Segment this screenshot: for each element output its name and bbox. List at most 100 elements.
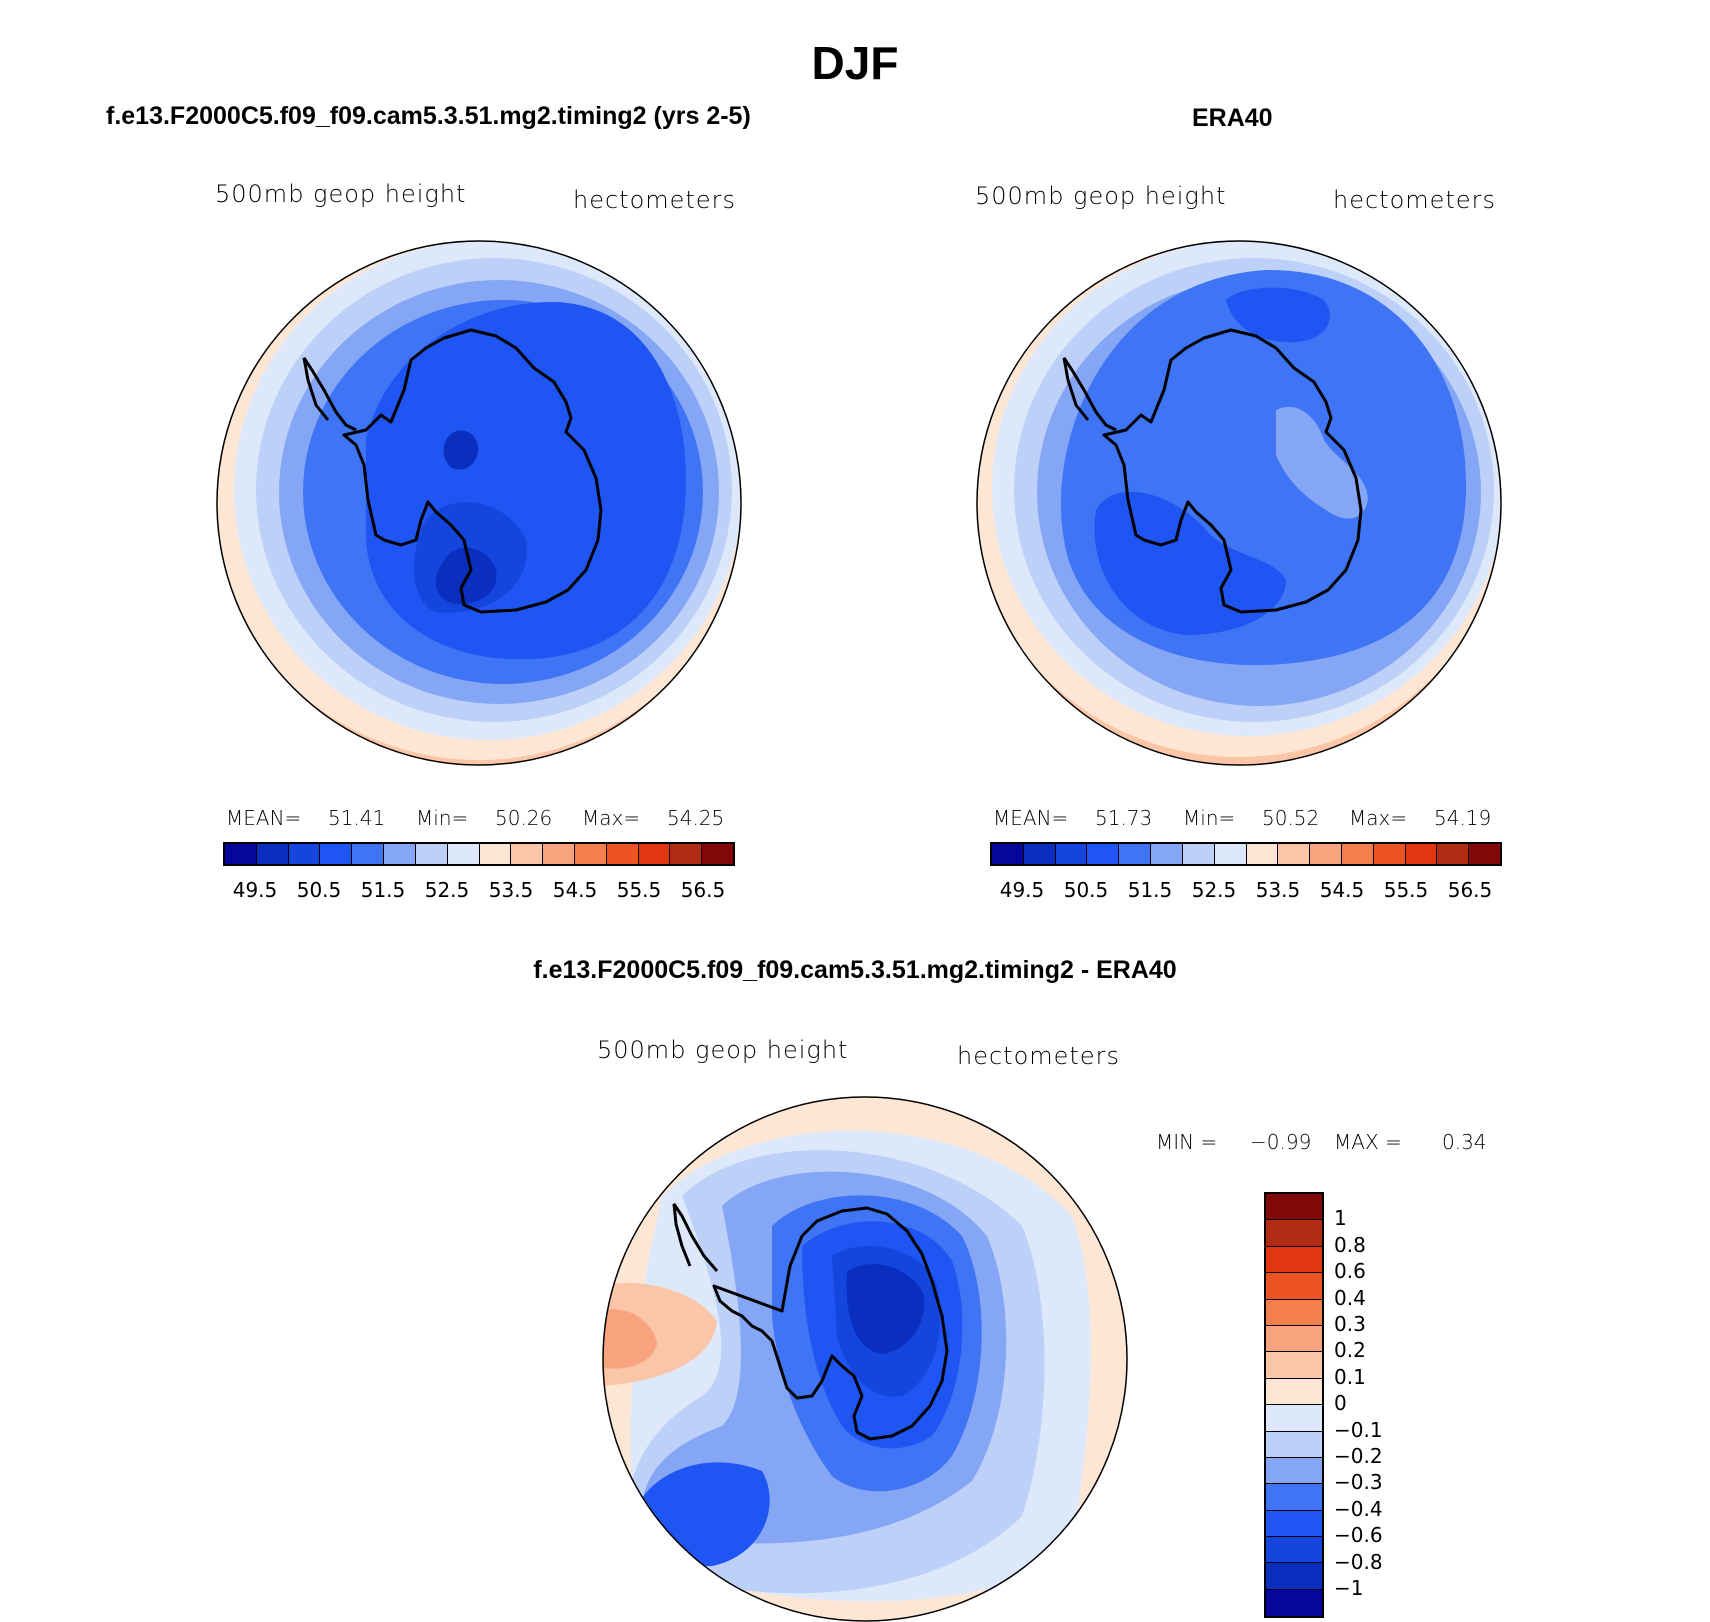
panel1-units-label: hectometers (573, 186, 736, 214)
panel1-colorbar (223, 842, 735, 866)
panel3-antarctica-coastline (712, 1206, 949, 1441)
colorbar-tick-label: 56.5 (680, 878, 726, 902)
colorbar-swatch (1182, 844, 1215, 864)
panel2-variable-label: 500mb geop height (975, 182, 1227, 210)
colorbar-swatch (1266, 1484, 1322, 1511)
panel2-min-value: 50.52 (1262, 806, 1320, 830)
colorbar-tick-label: −0.3 (1334, 1470, 1383, 1495)
colorbar-swatch (1055, 844, 1088, 864)
colorbar-tick-label: 53.5 (488, 878, 534, 902)
colorbar-swatch (511, 844, 544, 864)
panel3-units-label: hectometers (957, 1042, 1120, 1070)
colorbar-tick-label: −0.4 (1334, 1496, 1383, 1521)
colorbar-tick-label: 51.5 (360, 878, 406, 902)
colorbar-swatch (638, 844, 671, 864)
colorbar-tick-label: 52.5 (424, 878, 470, 902)
colorbar-swatch (1266, 1563, 1322, 1590)
colorbar-swatch (1266, 1431, 1322, 1458)
colorbar-swatch (1341, 844, 1374, 864)
panel3-variable-label: 500mb geop height (597, 1036, 849, 1064)
colorbar-swatch (1266, 1273, 1322, 1300)
panel3-title: f.e13.F2000C5.f09_f09.cam5.3.51.mg2.timi… (533, 956, 1177, 984)
colorbar-tick-label: 54.5 (1319, 878, 1365, 902)
colorbar-swatch (352, 844, 385, 864)
panel3-colorbar (1264, 1192, 1324, 1619)
colorbar-swatch (479, 844, 512, 864)
panel2-title: ERA40 (1192, 104, 1273, 132)
colorbar-tick-label: 0.2 (1334, 1338, 1366, 1363)
panel1-low-cap (443, 430, 479, 470)
panel1-colorbar-ticks: 49.5 50.5 51.5 52.5 53.5 54.5 55.5 56.5 (223, 878, 735, 902)
panel1-title: f.e13.F2000C5.f09_f09.cam5.3.51.mg2.timi… (106, 102, 751, 130)
panel2-mean-value: 51.73 (1095, 806, 1153, 830)
colorbar-swatch (1087, 844, 1120, 864)
colorbar-swatch (225, 844, 257, 864)
panel1-max-label: Max= (582, 806, 641, 830)
colorbar-tick-label: 0.4 (1334, 1285, 1366, 1310)
panel3-map (602, 1096, 1128, 1622)
colorbar-tick-label: 55.5 (616, 878, 662, 902)
colorbar-swatch (1266, 1220, 1322, 1247)
colorbar-swatch (1266, 1352, 1322, 1379)
colorbar-swatch (1266, 1589, 1322, 1617)
colorbar-swatch (670, 844, 703, 864)
colorbar-swatch (320, 844, 353, 864)
colorbar-swatch (1278, 844, 1311, 864)
panel2-low-south (1094, 491, 1286, 635)
panel2-max-value: 54.19 (1434, 806, 1492, 830)
colorbar-swatch (992, 844, 1024, 864)
panel1-mean-value: 51.41 (328, 806, 386, 830)
panel3-band-core (846, 1264, 925, 1354)
colorbar-tick-label: 0.1 (1334, 1364, 1366, 1389)
panel3-max-value: 0.34 (1442, 1130, 1487, 1154)
panel2-units-label: hectometers (1333, 186, 1496, 214)
panel1-antarctica-coastline (342, 328, 603, 614)
panel1-map (216, 240, 742, 766)
panel2-antarctica-coastline (1102, 328, 1363, 614)
colorbar-swatch (384, 844, 416, 864)
panel3-min-label: MIN = (1156, 1130, 1218, 1154)
colorbar-swatch (1119, 844, 1152, 864)
panel2-map (976, 240, 1502, 766)
colorbar-swatch (1023, 844, 1056, 864)
panel1-map-boundary (216, 240, 742, 766)
colorbar-swatch (1266, 1378, 1322, 1406)
colorbar-tick-label: 53.5 (1255, 878, 1301, 902)
colorbar-tick-label: 54.5 (552, 878, 598, 902)
colorbar-swatch (1469, 844, 1500, 864)
colorbar-tick-label: 49.5 (232, 878, 278, 902)
colorbar-swatch (1310, 844, 1342, 864)
colorbar-swatch (606, 844, 639, 864)
colorbar-tick-label: −0.8 (1334, 1549, 1383, 1574)
colorbar-swatch (574, 844, 607, 864)
panel2-peninsula (1062, 357, 1117, 432)
colorbar-swatch (1266, 1246, 1322, 1274)
panel1-min-value: 50.26 (495, 806, 553, 830)
figure-title: DJF (811, 37, 899, 89)
panel3-peninsula (672, 1203, 719, 1272)
panel1-min-label: Min= (416, 806, 469, 830)
colorbar-tick-label: −0.6 (1334, 1523, 1383, 1548)
colorbar-tick-label: 52.5 (1191, 878, 1237, 902)
colorbar-tick-label: 0.8 (1334, 1232, 1366, 1257)
colorbar-tick-label: 50.5 (1063, 878, 1109, 902)
colorbar-swatch (1266, 1537, 1322, 1564)
colorbar-tick-label: 50.5 (296, 878, 342, 902)
colorbar-swatch (702, 844, 733, 864)
colorbar-swatch (1266, 1457, 1322, 1485)
colorbar-swatch (1151, 844, 1183, 864)
colorbar-tick-label: −0.2 (1334, 1444, 1383, 1468)
colorbar-tick-label: −0.1 (1334, 1417, 1383, 1442)
colorbar-swatch (415, 844, 448, 864)
panel2-mean-label: MEAN= (993, 806, 1069, 830)
colorbar-tick-label: 49.5 (999, 878, 1045, 902)
panel3-warm-west-core (603, 1309, 657, 1369)
panel1-peninsula (302, 357, 357, 432)
panel2-low-north (1226, 287, 1330, 343)
colorbar-tick-label: 0.3 (1334, 1312, 1366, 1336)
colorbar-swatch (256, 844, 289, 864)
colorbar-tick-label: −1 (1334, 1576, 1364, 1600)
colorbar-swatch (1214, 844, 1247, 864)
colorbar-tick-label: 51.5 (1127, 878, 1173, 902)
colorbar-tick-label: 1 (1334, 1206, 1347, 1231)
